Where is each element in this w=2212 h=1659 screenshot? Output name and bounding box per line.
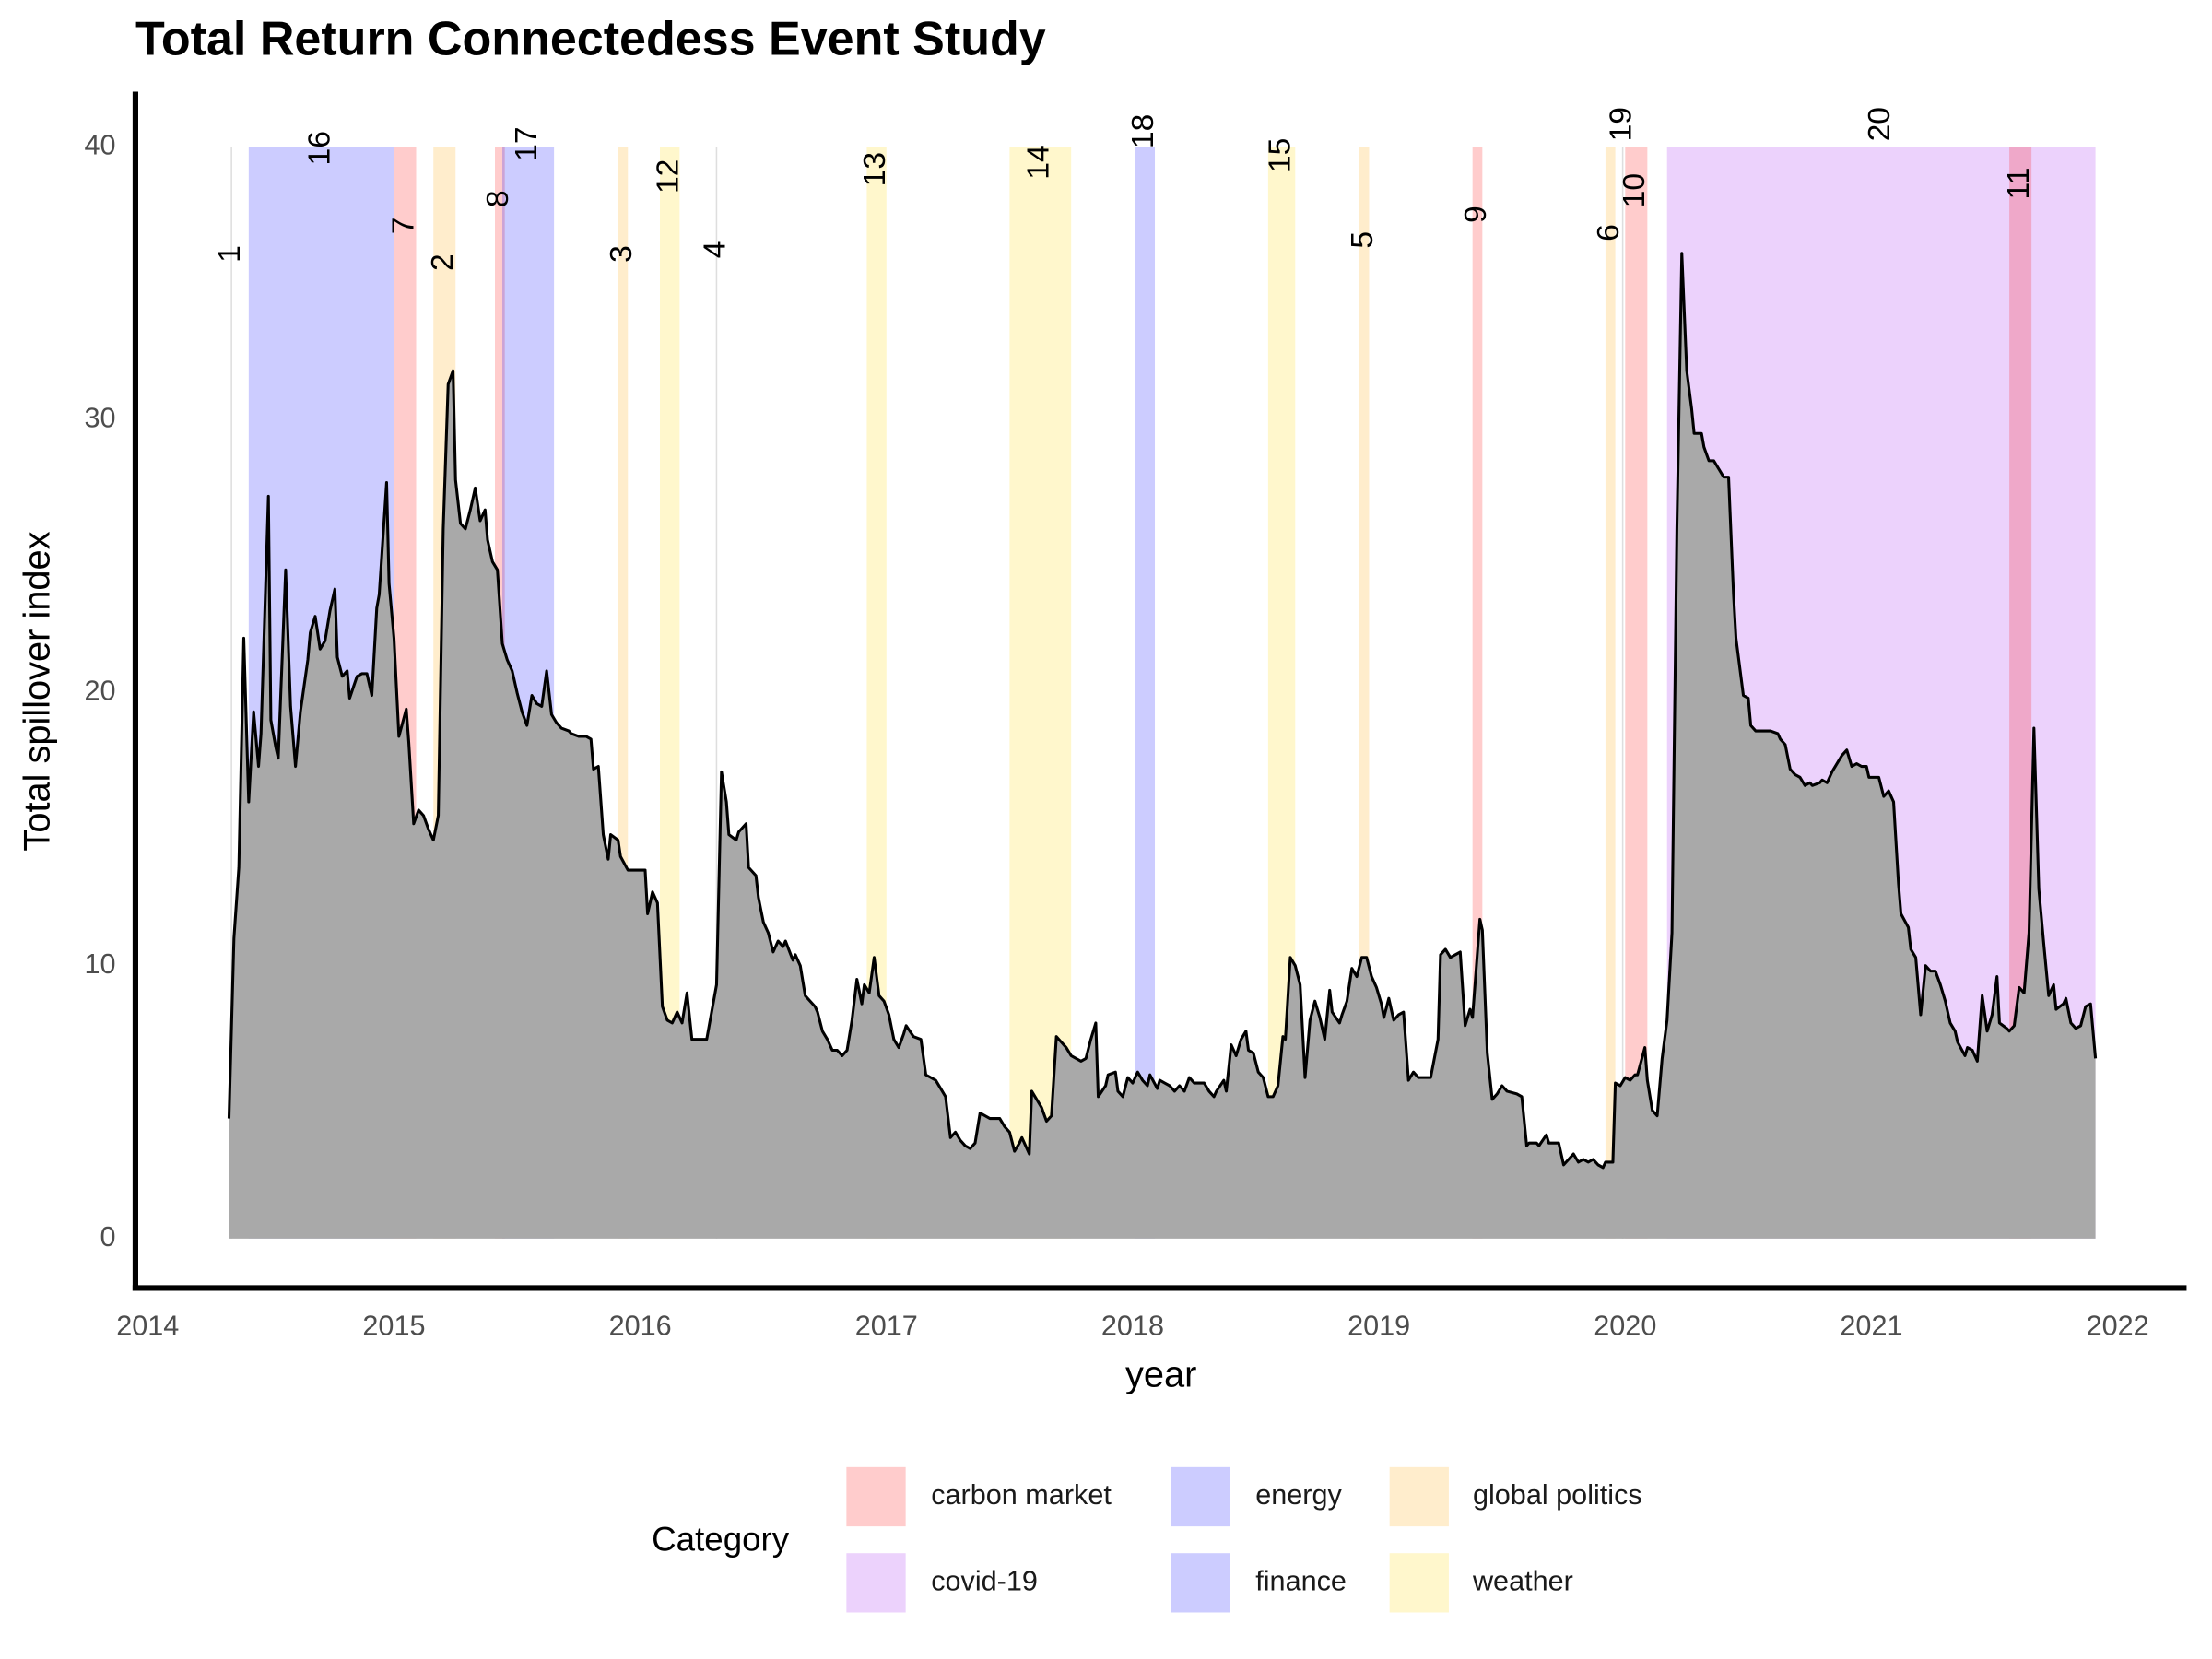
event-label: 19 [1605,107,1639,141]
legend-label: global politics [1473,1479,1642,1511]
y-axis-title: Total spillover index [17,531,57,851]
event-label: 12 [652,159,686,194]
event-band [1135,147,1156,1239]
event-label: 14 [1022,145,1056,179]
x-tick-label: 2014 [116,1310,179,1341]
event-label: 7 [386,218,420,235]
event-label: 18 [1126,114,1160,148]
legend-key [846,1466,906,1527]
x-tick-label: 2018 [1101,1310,1164,1341]
legend-key [1171,1553,1230,1613]
event-label: 1 [213,245,247,263]
y-tick-label: 10 [84,948,115,980]
x-axis-title: year [1125,1354,1196,1394]
line [227,252,2098,1170]
event-label: 6 [1592,224,1626,241]
legend-label: covid-19 [931,1565,1038,1596]
legend-key [1389,1466,1449,1527]
event-band [660,147,680,1239]
x-tick-label: 2021 [1840,1310,1902,1341]
event-band [1359,147,1370,1239]
event-label: 9 [1459,206,1493,223]
legend-key [1171,1466,1230,1527]
legend-label: weather [1472,1565,1573,1596]
legend-key [846,1553,906,1613]
event-label: 2 [426,253,460,271]
event-label: 8 [481,190,515,207]
x-tick-label: 2022 [2087,1310,2149,1341]
event-label: 4 [698,241,732,259]
event-label: 16 [303,131,337,165]
legend-key [1389,1553,1449,1613]
x-tick-label: 2016 [609,1310,672,1341]
y-tick-label: 30 [84,403,115,434]
event-label: 3 [605,245,639,263]
event-band [1472,147,1483,1239]
event-label: 10 [1618,173,1652,207]
event-label: 5 [1346,231,1380,249]
event-band [618,147,629,1239]
event-label: 15 [1263,138,1297,172]
x-tick-label: 2019 [1347,1310,1410,1341]
legend-label: carbon market [931,1479,1112,1511]
legend-label: energy [1255,1479,1342,1511]
x-tick-label: 2020 [1594,1310,1656,1341]
y-tick-label: 0 [100,1221,115,1253]
legend-title: Category [652,1521,790,1559]
event-label: 20 [1863,107,1897,141]
legend-label: finance [1255,1565,1347,1596]
x-tick-label: 2017 [855,1310,918,1341]
event-label: 11 [2002,168,2036,200]
chart-title: Total Return Connectedess Event Study [135,13,1046,66]
x-tick-label: 2015 [362,1310,425,1341]
y-tick-label: 20 [84,676,115,707]
event-label: 17 [510,126,544,160]
y-tick-label: 40 [84,129,115,160]
area-fill [229,253,2096,1239]
event-band [1605,147,1616,1239]
event-label: 13 [858,152,892,186]
